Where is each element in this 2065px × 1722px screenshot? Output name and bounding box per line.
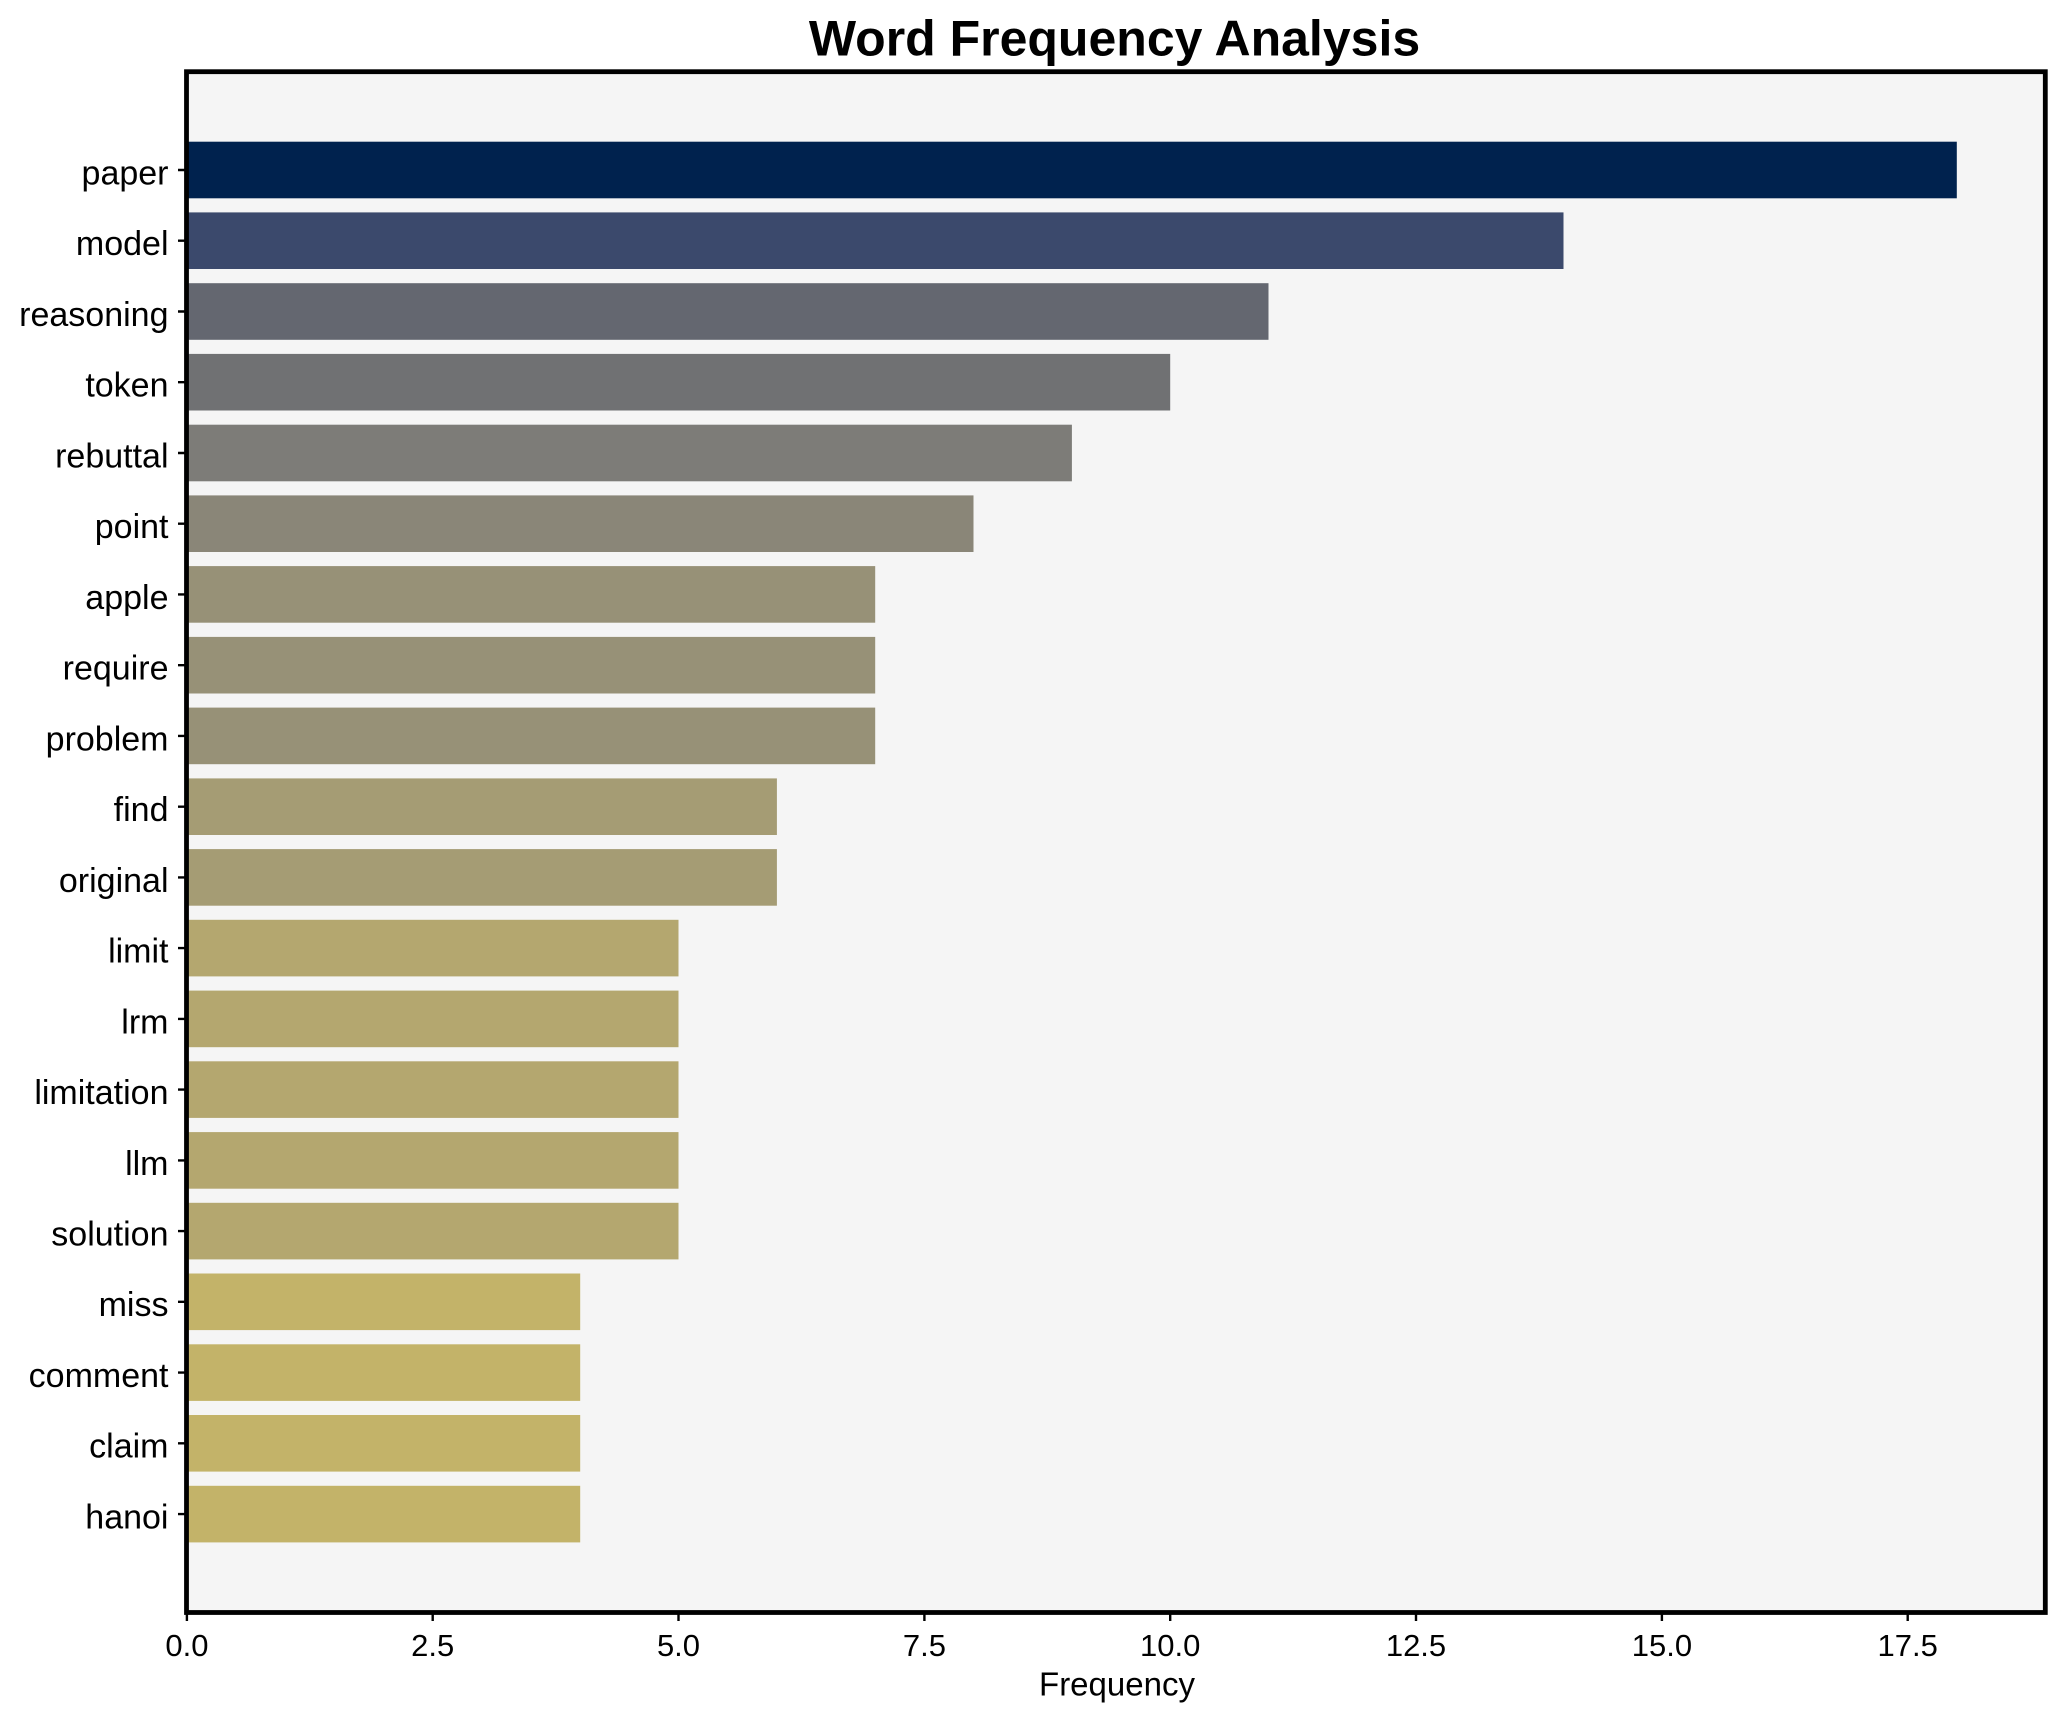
svg-text:limit: limit: [108, 933, 169, 971]
svg-text:comment: comment: [29, 1357, 169, 1395]
svg-text:token: token: [85, 367, 168, 405]
svg-text:5.0: 5.0: [657, 1628, 700, 1663]
svg-text:miss: miss: [99, 1286, 169, 1324]
svg-text:apple: apple: [85, 579, 168, 617]
svg-text:claim: claim: [89, 1428, 168, 1466]
svg-text:7.5: 7.5: [903, 1628, 946, 1663]
svg-text:limitation: limitation: [34, 1074, 168, 1112]
svg-text:Word Frequency Analysis: Word Frequency Analysis: [809, 11, 1420, 67]
svg-text:hanoi: hanoi: [85, 1499, 168, 1537]
svg-text:0.0: 0.0: [165, 1628, 208, 1663]
svg-text:find: find: [114, 791, 169, 829]
svg-text:12.5: 12.5: [1386, 1628, 1446, 1663]
svg-text:10.0: 10.0: [1140, 1628, 1200, 1663]
svg-text:paper: paper: [82, 154, 169, 192]
svg-text:solution: solution: [51, 1216, 168, 1254]
svg-text:require: require: [63, 650, 169, 688]
svg-text:17.5: 17.5: [1878, 1628, 1938, 1663]
svg-text:15.0: 15.0: [1632, 1628, 1692, 1663]
svg-text:rebuttal: rebuttal: [55, 437, 168, 475]
svg-text:Frequency: Frequency: [1039, 1666, 1195, 1703]
svg-text:problem: problem: [46, 720, 169, 758]
svg-text:reasoning: reasoning: [19, 296, 168, 334]
svg-text:point: point: [95, 508, 169, 546]
svg-text:llm: llm: [125, 1145, 168, 1183]
svg-text:2.5: 2.5: [411, 1628, 454, 1663]
svg-text:lrm: lrm: [121, 1003, 168, 1041]
svg-text:original: original: [59, 862, 169, 900]
svg-text:model: model: [76, 225, 169, 263]
